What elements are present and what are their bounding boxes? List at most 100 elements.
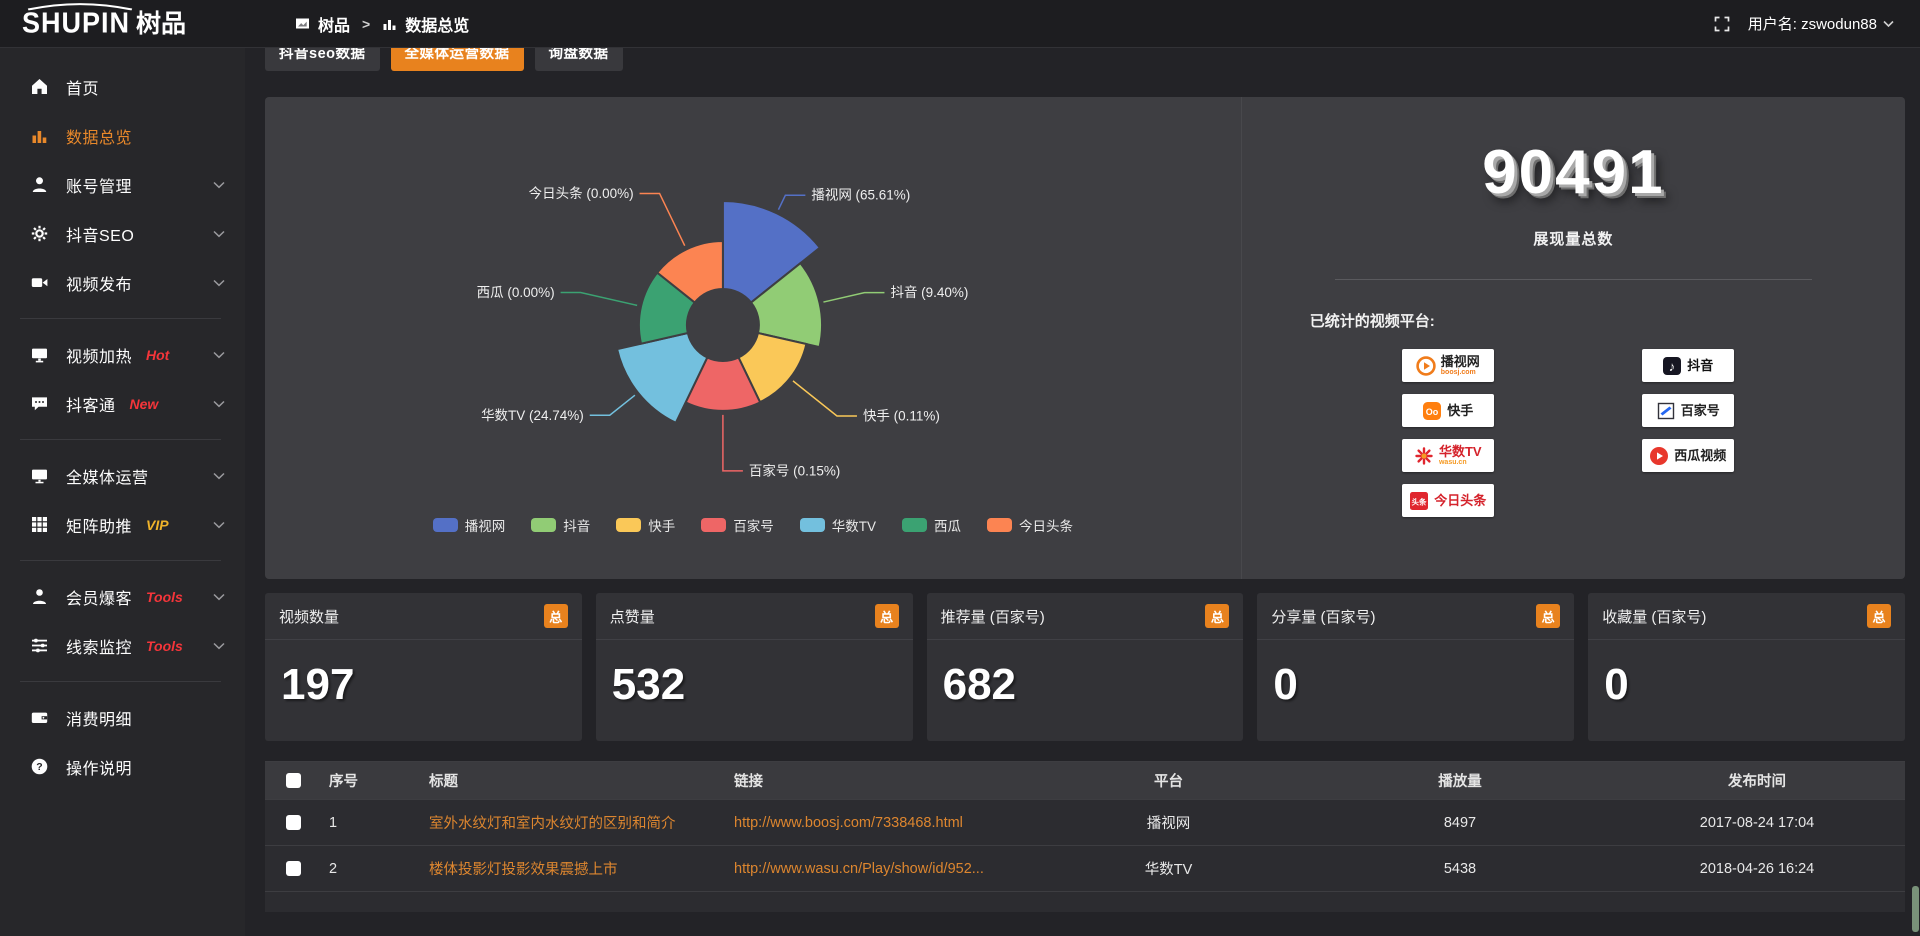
svg-text:?: ? [36,761,42,773]
cell-title[interactable]: 室外水纹灯和室内水纹灯的区别和简介 [429,816,676,832]
total-badge[interactable]: 总 [1205,604,1230,628]
platform-badge-百家号[interactable]: 百家号 [1641,394,1734,427]
overview-panel: 播视网 (65.61%) 抖音 (9.40%) 快手 (0.11%) 百家号 (0.1… [265,97,1905,579]
total-badge[interactable]: 总 [1536,604,1561,628]
pie-label-西瓜: 西瓜 (0.00%) [477,285,555,300]
top-header: SHUPIN 树品 树品 > 数据总览 用户名: zswodun88 [0,0,1920,48]
sidebar-item-线索监控[interactable]: 线索监控 Tools [0,621,245,670]
total-badge[interactable]: 总 [543,604,568,628]
sidebar-item-消费明细[interactable]: 消费明细 [0,693,245,742]
legend-item-西瓜[interactable]: 西瓜 [902,515,961,535]
breadcrumb-current: 数据总览 [405,17,470,35]
app-logo[interactable]: SHUPIN 树品 [0,3,245,38]
cell-link[interactable]: http://www.wasu.cn/Play/show/id/952... [734,860,984,877]
sidebar-divider [20,318,221,319]
stat-card-分享量 (百家号): 分享量 (百家号) 总 0 [1257,593,1575,741]
chevron-down-icon [213,472,225,480]
platform-badge-播视网[interactable]: 播视网 boosj.com [1401,349,1494,382]
legend-item-快手[interactable]: 快手 [616,515,675,535]
select-all-checkbox[interactable] [285,773,301,788]
platform-badge-西瓜视频[interactable]: 西瓜视频 [1641,439,1734,472]
summary-panel: 90491 展现量总数 已统计的视频平台: 播视网 boosj.com ♪ 抖音 Oo 快… [1240,97,1905,579]
sidebar-item-label: 矩阵助推 [66,518,133,536]
stat-card-视频数量: 视频数量 总 197 [265,593,582,741]
legend-label: 快手 [648,519,676,534]
pie-label-line [777,194,806,211]
breadcrumb-separator: > [362,15,371,32]
platform-name: 西瓜视频 [1674,447,1727,463]
sidebar-item-抖客通[interactable]: 抖客通 New [0,379,245,428]
svg-text:头条: 头条 [1412,496,1428,506]
platform-badge-华数TV[interactable]: 华数TV wasu.cn [1401,439,1494,472]
sidebar-item-label: 抖音SEO [66,227,135,245]
platform-name: 播视网 [1440,354,1480,369]
sidebar-item-抖音SEO[interactable]: 抖音SEO [0,209,245,258]
sidebar-item-label: 会员爆客 [66,590,133,608]
platform-badge-text: 抖音 [1687,359,1713,373]
sidebar-item-操作说明[interactable]: ? 操作说明 [0,742,245,791]
pie-slice-播视网[interactable] [721,199,822,304]
sidebar-divider [20,439,221,440]
chart-legend: 播视网 抖音 快手 百家号 华数TV 西瓜 今日头条 [265,515,1241,535]
platform-name: 百家号 [1680,402,1720,418]
column-header-序号: 序号 [321,761,421,800]
sidebar-item-视频发布[interactable]: 视频发布 [0,258,245,307]
breadcrumb-root[interactable]: 树品 [318,17,351,35]
cell-index: 1 [321,799,421,846]
legend-item-抖音[interactable]: 抖音 [531,515,590,535]
sidebar-item-矩阵助推[interactable]: 矩阵助推 VIP [0,500,245,549]
cell-link[interactable]: http://www.boosj.com/7338468.html [734,814,963,831]
stat-card-value: 197 [281,660,355,709]
pie-slice-华数TV[interactable] [615,331,709,425]
pie-slice-今日头条[interactable] [655,239,724,304]
table-header-row: 序号 标题 链接 平台 播放量 发布时间 [265,761,1905,800]
fullscreen-icon[interactable] [1714,16,1730,32]
legend-marker [701,518,727,532]
chevron-down-icon [1883,20,1894,27]
legend-item-百家号[interactable]: 百家号 [701,515,774,535]
sidebar-item-label: 视频加热 [66,348,133,366]
row-checkbox[interactable] [285,861,301,876]
stat-card-title: 收藏量 (百家号) [1602,608,1707,626]
total-impressions-label: 展现量总数 [1533,231,1614,248]
user-menu[interactable]: 用户名: zswodun88 [1748,13,1894,34]
scrollbar-thumb[interactable] [1912,886,1919,932]
platform-badge-抖音[interactable]: ♪ 抖音 [1641,349,1734,382]
stat-card-value: 0 [1604,660,1629,709]
sidebar-item-数据总览[interactable]: 数据总览 [0,111,245,160]
chevron-down-icon [213,642,225,650]
pie-label-line [560,291,638,307]
platform-name: 抖音 [1687,357,1714,373]
platform-name: 今日头条 [1434,492,1487,508]
sidebar-item-视频加热[interactable]: 视频加热 Hot [0,330,245,379]
sidebar-item-全媒体运营[interactable]: 全媒体运营 [0,451,245,500]
pie-label-抖音: 抖音 (9.40%) [890,284,968,300]
pie-slice-抖音[interactable] [749,261,824,349]
legend-item-播视网[interactable]: 播视网 [432,515,505,535]
stat-card-value: 682 [942,660,1017,709]
platform-sub: boosj.com [1440,368,1476,376]
sidebar-item-会员爆客[interactable]: 会员爆客 Tools [0,572,245,621]
total-badge[interactable]: 总 [874,604,899,628]
logo-text-cn: 树品 [136,10,187,38]
sidebar-item-账号管理[interactable]: 账号管理 [0,160,245,209]
legend-item-今日头条[interactable]: 今日头条 [987,515,1073,535]
row-checkbox[interactable] [285,815,301,830]
legend-label: 抖音 [563,519,591,534]
cell-platform: 播视网 [1026,799,1311,846]
svg-text:♪: ♪ [1669,358,1676,373]
sidebar-badge-Tools: Tools [146,588,183,605]
sidebar-item-label: 全媒体运营 [66,469,149,487]
platform-badge-今日头条[interactable]: 头条 今日头条 [1401,484,1494,517]
grid-icon [30,515,49,534]
boosj-logo-icon [1416,355,1436,376]
legend-item-华数TV[interactable]: 华数TV [799,515,876,535]
total-badge[interactable]: 总 [1866,604,1891,628]
stat-card-value: 0 [1273,660,1298,709]
pie-label-line [639,192,686,247]
sidebar-item-首页[interactable]: 首页 [0,62,245,111]
platform-badge-快手[interactable]: Oo 快手 [1401,394,1494,427]
cell-plays: 5438 [1311,845,1609,892]
cell-title[interactable]: 楼体投影灯投影效果震撼上市 [429,862,618,878]
summary-divider [1334,279,1813,280]
